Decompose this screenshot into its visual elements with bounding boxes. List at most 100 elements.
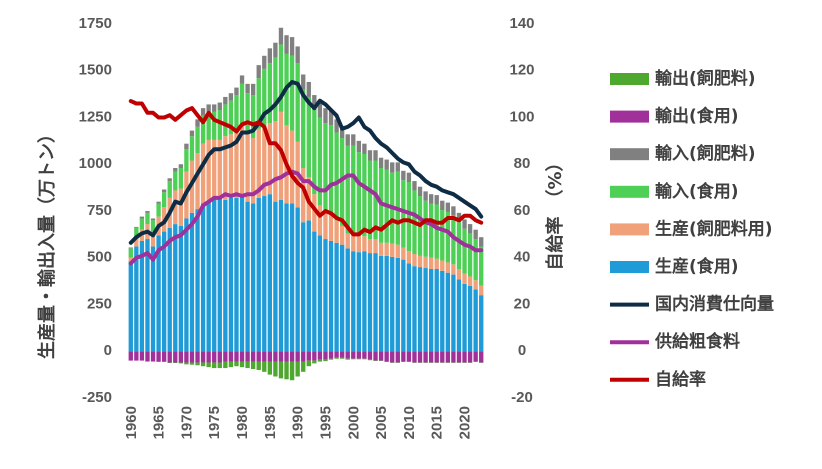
bar-segment xyxy=(234,87,239,96)
bar-segment xyxy=(440,260,445,271)
bar-segment xyxy=(345,134,350,146)
bar-segment xyxy=(289,203,295,352)
y2-tick-label: -20 xyxy=(511,389,533,406)
bar-segment xyxy=(401,351,406,362)
bar-segment xyxy=(428,194,434,204)
bar-segment xyxy=(273,42,278,58)
bar-segment xyxy=(223,361,228,369)
bar-segment xyxy=(212,197,217,352)
bar-segment xyxy=(267,351,273,362)
bar-segment xyxy=(184,143,189,150)
bar-segment xyxy=(262,361,267,372)
y-tick-label: 500 xyxy=(87,249,112,266)
bar-segment xyxy=(228,93,234,101)
bar-segment xyxy=(362,153,367,237)
bar-segment xyxy=(256,78,261,129)
bar-segment xyxy=(317,117,323,206)
bar-segment xyxy=(395,244,400,258)
bar-segment xyxy=(462,351,467,363)
bar-segment xyxy=(234,351,239,362)
bar-segment xyxy=(189,351,195,363)
bar-segment xyxy=(289,55,295,131)
bar-segment xyxy=(289,351,295,362)
bar-segment xyxy=(262,55,267,69)
bar-segment xyxy=(406,351,412,362)
bar-segment xyxy=(351,134,356,146)
bar-segment xyxy=(351,235,356,252)
bar-segment xyxy=(401,170,406,181)
bar-segment xyxy=(467,276,473,286)
bar-segment xyxy=(401,180,406,248)
bar-segment xyxy=(128,351,133,361)
bar-segment xyxy=(267,123,273,195)
bar-segment xyxy=(473,229,478,240)
bar-segment xyxy=(200,108,206,116)
bar-segment xyxy=(161,351,167,362)
bar-segment xyxy=(451,264,456,275)
bar-segment xyxy=(312,95,317,111)
bar-segment xyxy=(284,35,289,54)
bar-segment xyxy=(423,200,428,257)
bar-segment xyxy=(362,236,367,252)
bar-segment xyxy=(367,359,373,361)
bar-segment xyxy=(367,150,373,161)
bar-segment xyxy=(412,254,417,267)
bar-segment xyxy=(423,191,428,201)
bar-segment xyxy=(440,351,445,363)
legend-swatch xyxy=(610,185,649,198)
bar-segment xyxy=(428,351,434,363)
bar-segment xyxy=(200,362,206,367)
bar-segment xyxy=(223,199,228,352)
bar-segment xyxy=(195,209,200,352)
bar-segment xyxy=(195,119,200,127)
bar-segment xyxy=(434,258,439,269)
bar-segment xyxy=(128,261,133,352)
bar-segment xyxy=(434,195,439,205)
bar-segment xyxy=(390,351,395,363)
bar-segment xyxy=(390,162,395,173)
bar-segment xyxy=(161,231,167,352)
bar-segment xyxy=(145,351,150,362)
bar-segment xyxy=(323,108,328,124)
bar-segment xyxy=(173,167,178,172)
bar-segment xyxy=(373,239,378,254)
bar-segment xyxy=(173,351,178,363)
bar-segment xyxy=(212,139,217,198)
bar-segment xyxy=(306,96,311,178)
bar-segment xyxy=(178,164,184,168)
bar-segment xyxy=(206,362,211,368)
bar-segment xyxy=(362,351,367,359)
bar-segment xyxy=(473,289,478,352)
bar-segment xyxy=(301,361,306,372)
x-tick-label: 2020 xyxy=(457,406,474,439)
bar-segment xyxy=(462,219,467,229)
bar-segment xyxy=(139,240,145,352)
bar-segment xyxy=(479,351,484,363)
bar-segment xyxy=(462,283,467,352)
bar-segment xyxy=(245,201,250,352)
x-tick-label: 1980 xyxy=(234,406,251,439)
bar-segment xyxy=(262,124,267,197)
y-tick-label: 1500 xyxy=(79,62,112,79)
bar-segment xyxy=(339,138,345,226)
bar-segment xyxy=(239,75,245,84)
bar-segment xyxy=(428,203,434,258)
bar-segment xyxy=(173,362,178,364)
bar-segment xyxy=(462,273,467,284)
bar-segment xyxy=(456,268,462,280)
bar-segment xyxy=(134,351,139,361)
bar-segment xyxy=(473,351,478,362)
bar-segment xyxy=(256,128,261,198)
bar-segment xyxy=(223,136,228,200)
y-tick-label: 1000 xyxy=(79,155,112,172)
legend-label: 国内消費仕向量 xyxy=(655,294,774,315)
bar-segment xyxy=(451,351,456,363)
bar-segment xyxy=(367,253,373,352)
bar-segment xyxy=(228,351,234,362)
bar-segment xyxy=(228,361,234,368)
x-tick-label: 2010 xyxy=(401,406,418,439)
bar-segment xyxy=(128,257,133,262)
bar-segment xyxy=(250,361,256,370)
bar-segment xyxy=(234,95,239,133)
